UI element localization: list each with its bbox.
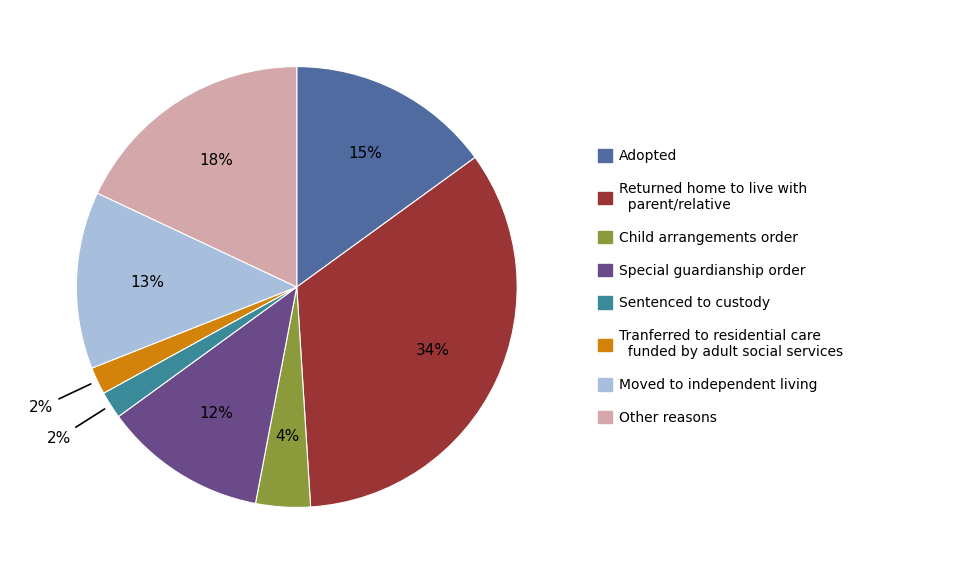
Legend: Adopted, Returned home to live with
  parent/relative, Child arrangements order,: Adopted, Returned home to live with pare… [591, 142, 849, 432]
Wedge shape [297, 157, 518, 507]
Wedge shape [91, 287, 297, 393]
Text: 34%: 34% [415, 343, 450, 358]
Wedge shape [97, 67, 297, 287]
Wedge shape [297, 67, 475, 287]
Text: 2%: 2% [29, 384, 90, 414]
Text: 4%: 4% [275, 429, 300, 444]
Text: 12%: 12% [199, 406, 234, 421]
Wedge shape [103, 287, 297, 417]
Text: 15%: 15% [348, 146, 381, 161]
Wedge shape [76, 193, 297, 368]
Text: 18%: 18% [199, 153, 234, 168]
Wedge shape [256, 287, 310, 507]
Text: 2%: 2% [47, 409, 104, 445]
Wedge shape [119, 287, 297, 503]
Text: 13%: 13% [130, 275, 164, 290]
